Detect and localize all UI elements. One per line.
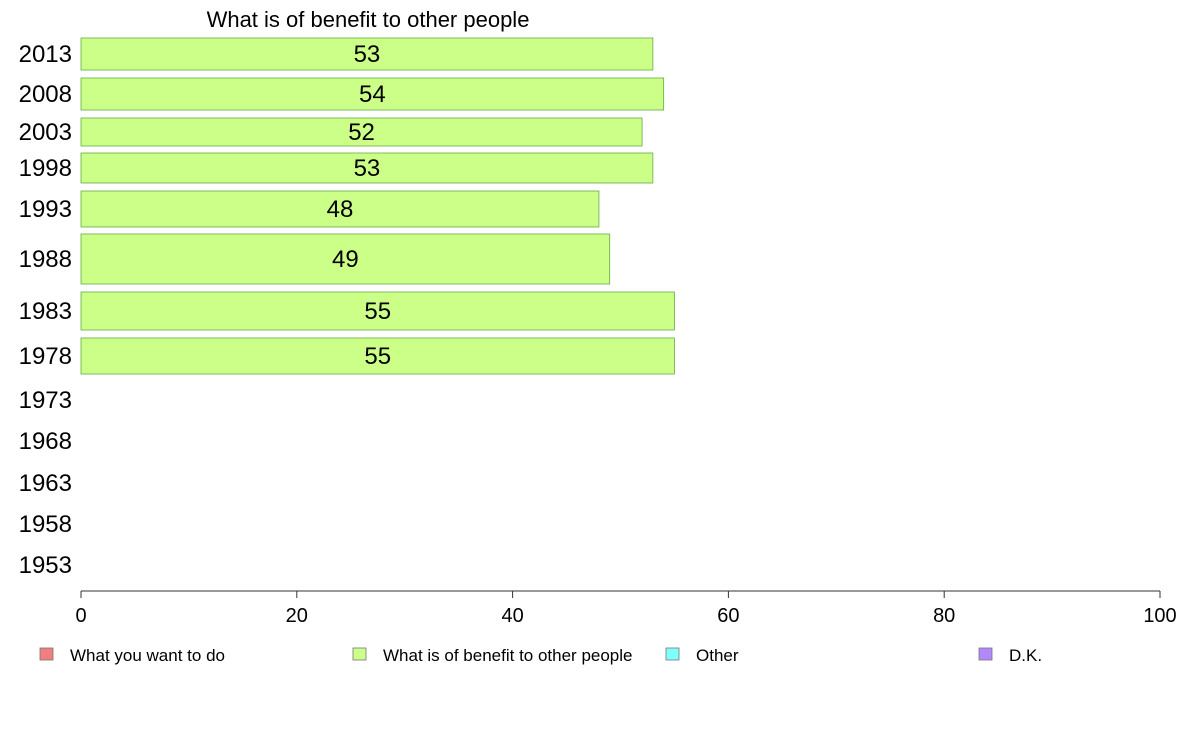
- y-tick-label: 2013: [19, 41, 72, 68]
- legend-label: D.K.: [1009, 646, 1042, 665]
- data-label: 53: [354, 155, 381, 182]
- x-tick-label: 100: [1143, 605, 1176, 627]
- data-label: 55: [364, 298, 391, 325]
- y-tick-label: 1953: [19, 552, 72, 579]
- y-axis-labels: 2013 2008 2003 1998 1993 1988 1983 1978 1973 1968…: [19, 41, 72, 579]
- bar: [80, 337, 675, 375]
- bar: [80, 37, 654, 71]
- x-tick-label: 0: [75, 605, 86, 627]
- legend-label: What is of benefit to other people: [383, 646, 633, 665]
- data-label: 55: [364, 343, 391, 370]
- x-tick-label: 80: [933, 605, 955, 627]
- data-label: 53: [354, 41, 381, 68]
- legend: What you want to do What is of benefit to…: [39, 646, 1042, 665]
- x-tick-label: 40: [501, 605, 523, 627]
- bar: [80, 190, 600, 228]
- y-tick-label: 1993: [19, 196, 72, 223]
- data-label: 52: [348, 119, 375, 146]
- y-tick-label: 1983: [19, 298, 72, 325]
- y-tick-label: 1968: [19, 428, 72, 455]
- legend-label: Other: [696, 646, 739, 665]
- legend-label: What you want to do: [70, 646, 225, 665]
- legend-swatch: [665, 647, 680, 661]
- y-tick-label: 1973: [19, 387, 72, 414]
- y-tick-label: 1988: [19, 246, 72, 273]
- y-tick-label: 1958: [19, 511, 72, 538]
- legend-swatch: [978, 647, 993, 661]
- data-label: 54: [359, 81, 386, 108]
- bar: [80, 291, 675, 331]
- x-tick-label: 20: [286, 605, 308, 627]
- bar: [80, 117, 643, 147]
- data-label: 49: [332, 246, 359, 273]
- legend-swatch: [352, 647, 367, 661]
- y-tick-label: 2003: [19, 119, 72, 146]
- chart-title: What is of benefit to other people: [207, 7, 530, 32]
- bar: [80, 152, 654, 184]
- y-tick-label: 2008: [19, 81, 72, 108]
- y-tick-label: 1978: [19, 343, 72, 370]
- y-tick-label: 1998: [19, 155, 72, 182]
- x-tick-label: 60: [717, 605, 739, 627]
- data-label: 48: [327, 196, 354, 223]
- bar: [80, 77, 665, 111]
- y-tick-label: 1963: [19, 470, 72, 497]
- x-axis: 0 20 40 60 80 100: [75, 590, 1177, 627]
- bar: [80, 233, 611, 285]
- legend-swatch: [39, 647, 54, 661]
